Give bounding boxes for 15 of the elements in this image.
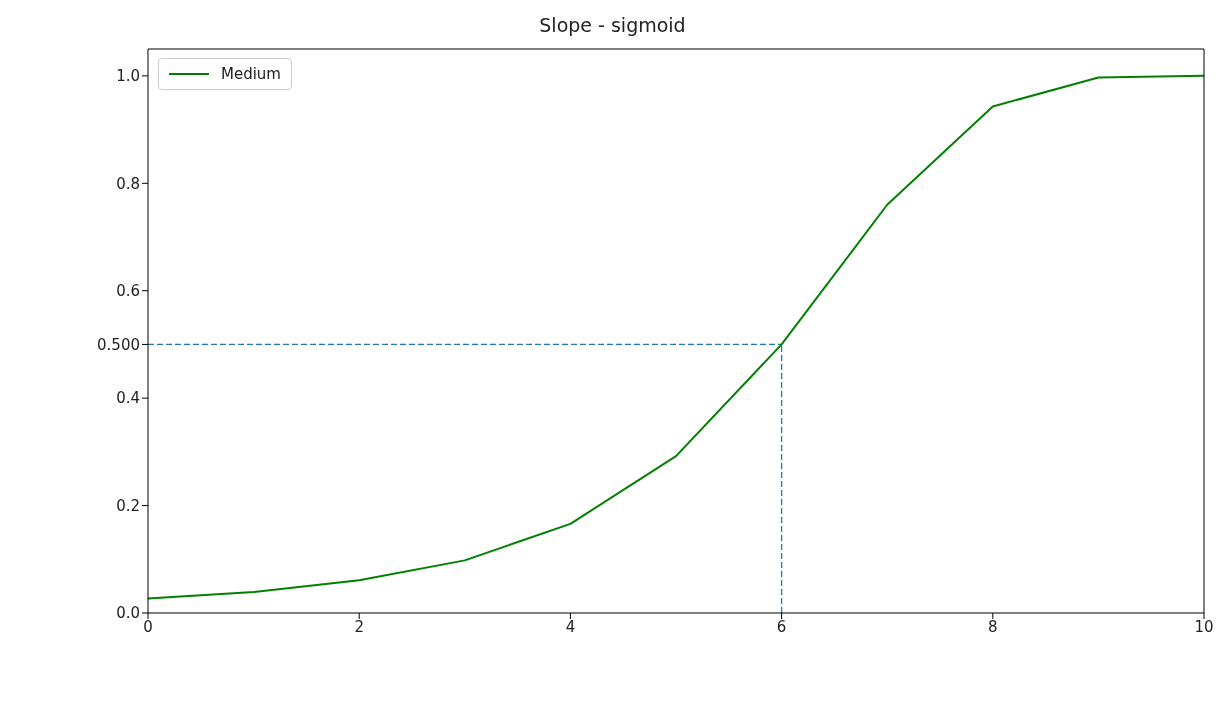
y-tick-label: 0.0	[116, 604, 140, 623]
chart-title: Slope - sigmoid	[538, 14, 687, 36]
y-tick-label: 0.6	[116, 282, 140, 301]
y-tick-label: 0.8	[116, 174, 140, 193]
x-tick-label: 0	[143, 617, 153, 636]
y-tick-label: 0.4	[116, 389, 140, 408]
x-tick-label: 2	[354, 617, 364, 636]
x-tick-label: 6	[776, 617, 787, 636]
x-tick-label: 8	[988, 617, 998, 636]
x-tick-label: 10	[1194, 617, 1214, 636]
y-tick-label: 1.0	[116, 67, 140, 86]
y-tick-label: 0.500	[97, 335, 140, 354]
x-tick-label: 4	[565, 617, 576, 636]
y-tick-label: 0.2	[116, 496, 140, 515]
legend-label: Medium	[221, 65, 281, 83]
